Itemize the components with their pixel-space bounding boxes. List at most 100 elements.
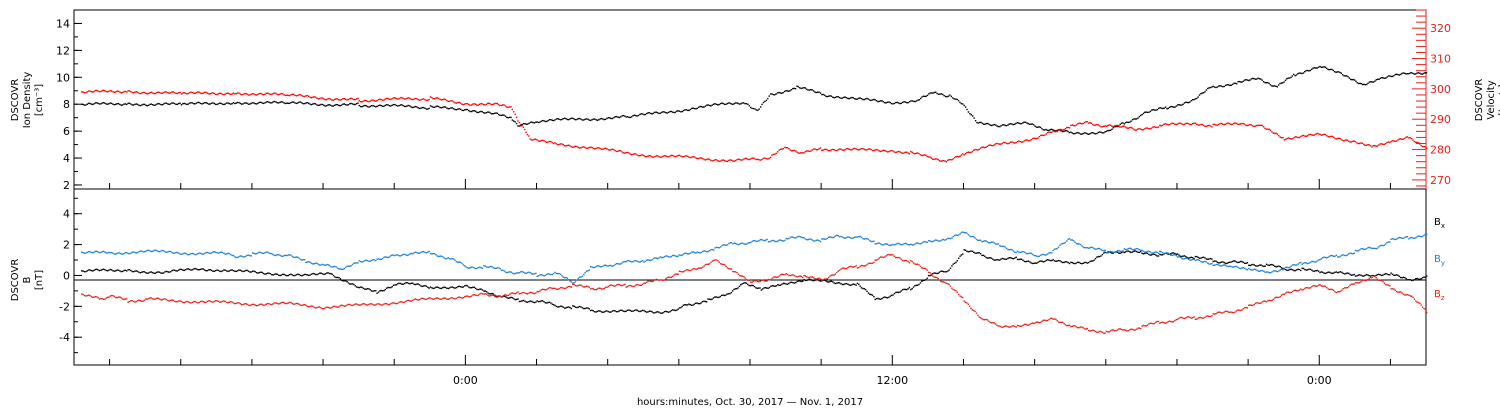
by-point <box>268 252 269 253</box>
by-point <box>597 265 598 266</box>
by-point <box>788 238 789 239</box>
velocity-point <box>1003 142 1004 143</box>
velocity-point <box>304 96 305 97</box>
ion-density-point <box>296 103 297 104</box>
velocity-point <box>510 106 511 107</box>
ion-density-point <box>1404 73 1405 74</box>
velocity-point <box>594 148 595 149</box>
density-tick-label: 4 <box>63 152 70 165</box>
by-point <box>966 233 967 234</box>
ion-density-point <box>118 103 119 104</box>
ion-density-point <box>785 90 786 91</box>
by-point <box>1035 255 1036 256</box>
ion-density-point <box>1166 108 1167 109</box>
velocity-point <box>234 93 235 94</box>
by-point <box>657 258 658 259</box>
bx-point <box>508 298 509 299</box>
ion-density-point <box>563 118 564 119</box>
bx-point <box>1069 263 1070 264</box>
bz-point <box>879 257 880 258</box>
ion-density-point <box>531 121 532 122</box>
bx-point <box>315 274 316 275</box>
bx-point <box>838 282 839 283</box>
ion-density-point <box>1415 73 1416 74</box>
bx-point <box>928 275 929 276</box>
velocity-point <box>204 92 205 93</box>
velocity-point <box>605 148 606 149</box>
bx-point <box>260 272 261 273</box>
by-point <box>211 252 212 253</box>
bx-point <box>392 286 393 287</box>
bx-point <box>245 270 246 271</box>
bx-point <box>836 282 837 283</box>
by-point <box>1193 259 1194 260</box>
by-point <box>251 255 252 256</box>
bz-point <box>818 278 819 279</box>
velocity-point <box>337 98 338 99</box>
bx-point <box>735 288 736 289</box>
ion-density-point <box>548 120 549 121</box>
by-point <box>825 239 826 240</box>
bz-point <box>605 287 606 288</box>
bx-point <box>1359 274 1360 275</box>
ion-density-point <box>308 103 309 104</box>
ion-density-point <box>1078 133 1079 134</box>
bz-point <box>1336 292 1337 293</box>
bz-point <box>1259 303 1260 304</box>
ion-density-point <box>1015 123 1016 124</box>
by-point <box>1334 256 1335 257</box>
bz-point <box>873 262 874 263</box>
velocity-point <box>943 160 944 161</box>
ion-density-point <box>895 102 896 103</box>
ion-density-point <box>971 114 972 115</box>
bx-point <box>1243 262 1244 263</box>
velocity-point <box>931 157 932 158</box>
ion-density-point <box>103 102 104 103</box>
bx-point <box>374 290 375 291</box>
bx-point <box>813 280 814 281</box>
velocity-point <box>913 153 914 154</box>
by-point <box>463 264 464 265</box>
by-point <box>1347 254 1348 255</box>
by-point <box>248 254 249 255</box>
bx-point <box>345 280 346 281</box>
ion-density-point <box>227 102 228 103</box>
velocity-point <box>442 99 443 100</box>
velocity-point <box>437 97 438 98</box>
velocity-point <box>316 98 317 99</box>
ion-density-point <box>392 105 393 106</box>
by-point <box>383 257 384 258</box>
bz-point <box>208 300 209 301</box>
bz-point <box>947 283 948 284</box>
bz-point <box>532 293 533 294</box>
by-point <box>152 251 153 252</box>
velocity-point <box>334 99 335 100</box>
velocity-point <box>103 90 104 91</box>
by-point <box>1415 237 1416 238</box>
bz-point <box>1169 321 1170 322</box>
bx-point <box>464 285 465 286</box>
velocity-point <box>932 159 933 160</box>
by-point <box>1400 237 1401 238</box>
bz-point <box>680 271 681 272</box>
ion-density-point <box>844 96 845 97</box>
velocity-point <box>866 149 867 150</box>
by-point <box>955 234 956 235</box>
by-point <box>1141 250 1142 251</box>
velocity-point <box>237 92 238 93</box>
bz-point <box>537 291 538 292</box>
bz-point <box>186 301 187 302</box>
bz-point <box>1338 291 1339 292</box>
bz-point <box>976 313 977 314</box>
bx-point <box>587 307 588 308</box>
velocity-point <box>1123 126 1124 127</box>
bx-point <box>694 304 695 305</box>
velocity-point <box>1165 123 1166 124</box>
magnetic-field-axis-label: DSCOVR B [nT] <box>10 259 45 302</box>
by-point <box>411 253 412 254</box>
bz-point <box>374 305 375 306</box>
ion-density-point <box>739 103 740 104</box>
ion-density-point <box>891 103 892 104</box>
bz-point <box>318 306 319 307</box>
bz-point <box>994 322 995 323</box>
